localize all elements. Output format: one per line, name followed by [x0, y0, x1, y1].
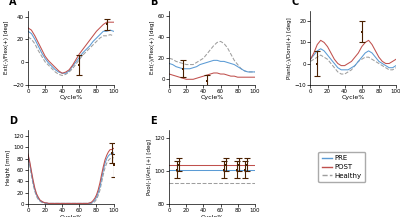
Y-axis label: Plant(-)/Dorsi(+) [deg]: Plant(-)/Dorsi(+) [deg]	[287, 17, 292, 79]
Y-axis label: Height [mm]: Height [mm]	[6, 150, 10, 185]
X-axis label: Cycle%: Cycle%	[200, 215, 224, 217]
X-axis label: Cycle%: Cycle%	[200, 95, 224, 100]
X-axis label: Cycle%: Cycle%	[59, 215, 82, 217]
Text: C: C	[292, 0, 299, 7]
Text: B: B	[150, 0, 158, 7]
Y-axis label: Pool(-)/Ant.(+) [deg]: Pool(-)/Ant.(+) [deg]	[147, 139, 152, 195]
Text: E: E	[150, 116, 157, 126]
Y-axis label: Ext(-)/Flex(+) [deg]: Ext(-)/Flex(+) [deg]	[4, 21, 10, 74]
Text: D: D	[9, 116, 17, 126]
Text: A: A	[9, 0, 17, 7]
X-axis label: Cycle%: Cycle%	[59, 95, 82, 100]
Legend: PRE, POST, Healthy: PRE, POST, Healthy	[318, 152, 366, 182]
X-axis label: Cycle%: Cycle%	[342, 95, 365, 100]
Y-axis label: Ext(-)/Flex(+) [deg]: Ext(-)/Flex(+) [deg]	[150, 21, 155, 74]
